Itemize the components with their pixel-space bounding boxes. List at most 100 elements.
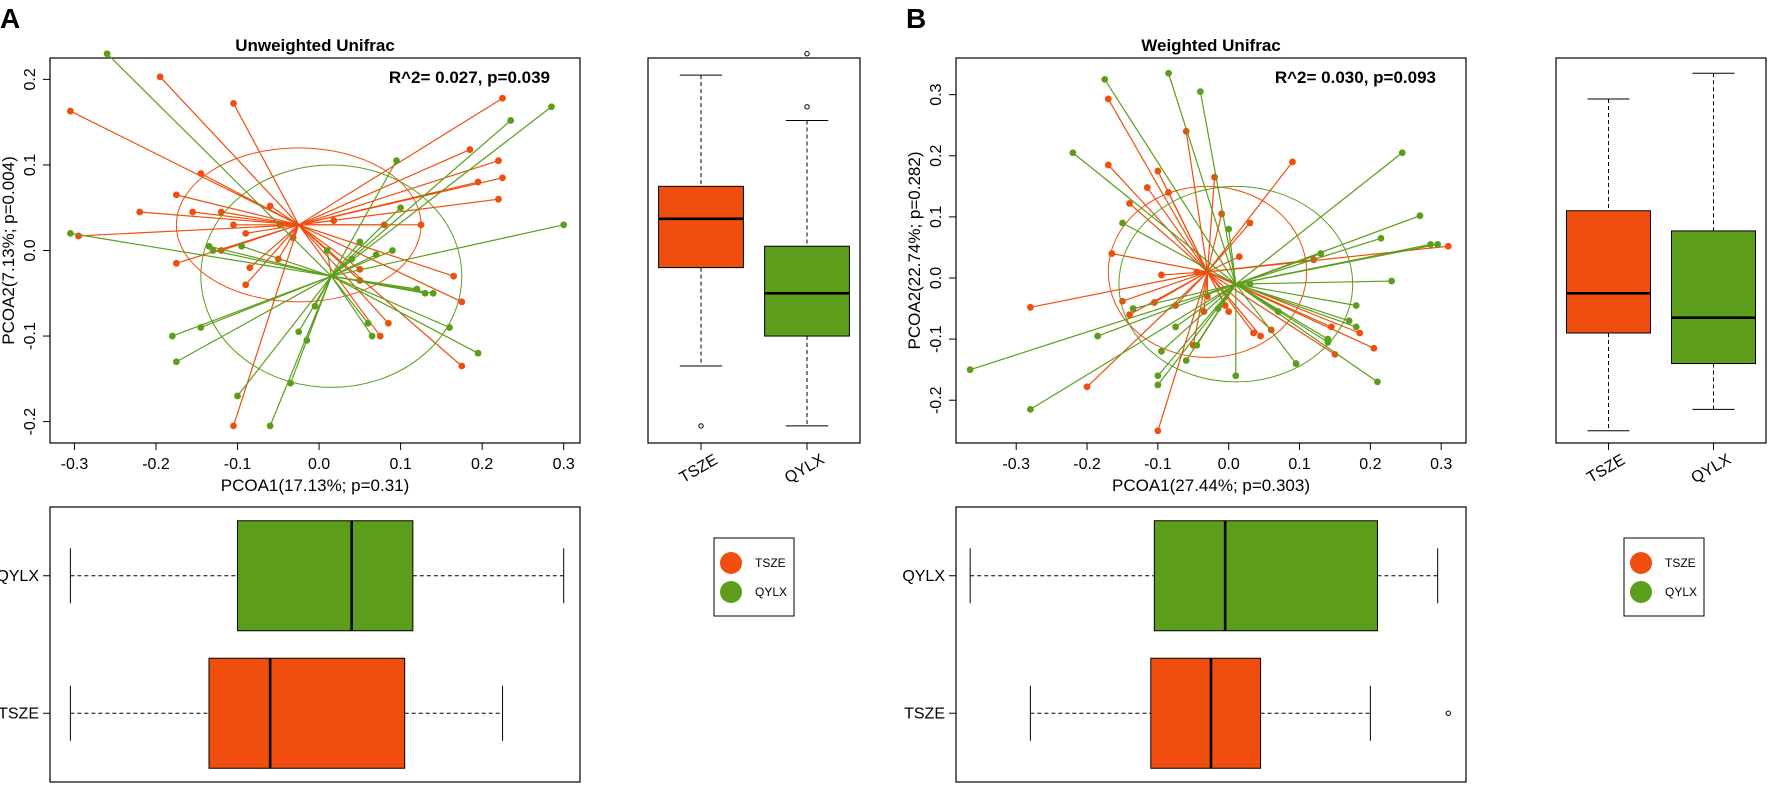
point-qylx [1101, 75, 1109, 83]
spider-line-qylx [269, 275, 332, 427]
point-qylx [368, 332, 376, 340]
spider-line-qylx [326, 250, 332, 277]
spider-line-tsze [298, 224, 454, 277]
plot-frame [955, 57, 1467, 444]
point-qylx [1129, 305, 1137, 312]
spider-line-qylx [200, 275, 332, 329]
panel-label: B [906, 3, 926, 34]
spider-line-tsze [245, 224, 299, 234]
spider-line-qylx [1157, 283, 1237, 386]
point-qylx [372, 251, 380, 259]
adonis-stat: R^2= 0.030, p=0.093 [1275, 68, 1436, 87]
point-tsze [1193, 268, 1201, 276]
spider-line-qylx [330, 106, 552, 277]
spider-line-tsze [1111, 252, 1208, 273]
point-tsze [376, 332, 384, 340]
box-qylx [1153, 520, 1378, 632]
point-qylx [1416, 212, 1424, 220]
category-label: QYLX [782, 451, 828, 487]
spider-line-tsze [221, 211, 299, 226]
point-tsze [466, 146, 474, 153]
point-tsze [246, 264, 254, 272]
chart-title: Weighted Unifrac [1141, 36, 1280, 55]
point-qylx [323, 247, 331, 254]
point-tsze [242, 229, 250, 237]
x-tick-label: 0.0 [308, 456, 330, 473]
spider-line-qylx [1235, 283, 1357, 307]
x-tick-label: -0.2 [142, 456, 170, 473]
point-tsze [1250, 329, 1257, 337]
point-tsze [266, 202, 274, 210]
point-qylx [1292, 360, 1300, 367]
point-qylx [1214, 305, 1222, 312]
spider-line-qylx [176, 275, 332, 363]
horizontal-boxplot-A: QYLX TSZE [0, 506, 581, 783]
y-tick-label: 0.1 [22, 154, 39, 176]
point-qylx [172, 358, 180, 366]
spider-line-qylx [314, 275, 332, 307]
y-tick-label: 0.2 [928, 145, 945, 167]
spider-line-qylx [1235, 283, 1329, 343]
point-qylx [1352, 302, 1360, 309]
point-qylx [311, 302, 319, 310]
point-qylx [168, 332, 176, 340]
point-tsze [1257, 332, 1264, 340]
spider-line-tsze [1207, 271, 1272, 331]
boxplot-frame [647, 57, 861, 444]
y-tick-label: 0.3 [928, 83, 945, 105]
point-tsze [230, 99, 237, 107]
point-qylx [1377, 234, 1385, 242]
point-qylx [560, 221, 568, 229]
spider-line-qylx [106, 53, 332, 277]
spider-line-qylx [1228, 229, 1237, 285]
point-qylx [1182, 357, 1190, 364]
point-qylx [348, 255, 356, 263]
point-qylx [234, 392, 241, 400]
category-label: TSZE [677, 452, 721, 487]
category-label: QYLX [0, 568, 39, 585]
y-tick-label: 0.0 [928, 267, 945, 289]
point-tsze [75, 232, 82, 240]
point-tsze [1444, 242, 1452, 250]
category-label: TSZE [1584, 452, 1628, 487]
chart-title: Unweighted Unifrac [235, 36, 395, 55]
spider-line-qylx [1161, 283, 1237, 352]
spider-line-qylx [1235, 283, 1378, 383]
point-qylx [1232, 372, 1240, 380]
spider-line-tsze [1167, 192, 1208, 273]
box-tsze [208, 657, 406, 769]
point-tsze [172, 191, 180, 199]
spider-line-tsze [1206, 161, 1293, 273]
spider-line-qylx [330, 120, 512, 277]
scatter-panel-B: B Weighted Unifrac R^2= 0.030, p=0.093 -0.3… [905, 3, 1467, 495]
point-qylx [1324, 338, 1332, 346]
legend-A: TSZE QYLX [713, 537, 795, 617]
point-tsze [217, 208, 225, 216]
point-qylx [364, 319, 372, 327]
box-tsze [1566, 210, 1651, 334]
point-tsze [330, 217, 338, 224]
point-tsze [136, 208, 144, 216]
spider-line-qylx [70, 232, 332, 277]
point-qylx [1069, 149, 1077, 157]
spider-line-qylx [1235, 152, 1403, 285]
point-qylx [1374, 378, 1381, 386]
legend-frame [713, 537, 795, 617]
spider-line-tsze [1146, 187, 1208, 273]
outlier-qylx [804, 51, 810, 57]
point-tsze [417, 221, 425, 229]
point-qylx [397, 204, 405, 212]
outlier-qylx [804, 104, 810, 110]
point-tsze [1026, 303, 1034, 311]
point-qylx [1427, 240, 1434, 248]
point-tsze [458, 362, 466, 370]
spider-line-qylx [1235, 243, 1438, 285]
point-tsze [380, 221, 388, 229]
spider-line-tsze [298, 160, 499, 226]
point-tsze [1154, 167, 1162, 175]
spider-line-qylx [1235, 215, 1421, 285]
point-tsze [495, 157, 502, 165]
point-qylx [474, 349, 482, 357]
point-tsze [1289, 158, 1296, 166]
point-tsze [495, 195, 502, 203]
